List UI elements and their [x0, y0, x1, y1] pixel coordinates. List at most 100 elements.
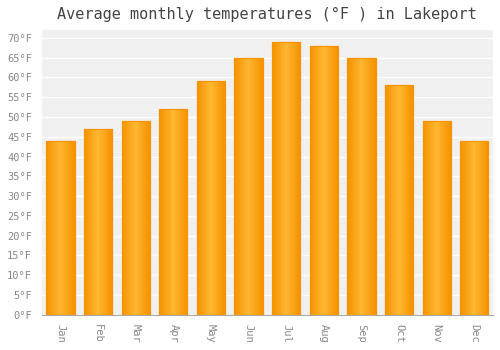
Bar — [88, 129, 90, 315]
Bar — [52, 141, 53, 315]
Bar — [330, 46, 332, 315]
Bar — [180, 109, 181, 315]
Bar — [358, 58, 360, 315]
Bar — [445, 121, 446, 315]
Bar — [220, 82, 222, 315]
Bar — [162, 109, 163, 315]
Bar — [434, 121, 435, 315]
Bar — [134, 121, 135, 315]
Bar — [292, 42, 293, 315]
Bar — [211, 82, 212, 315]
Bar — [170, 109, 172, 315]
Bar — [149, 121, 150, 315]
Bar — [367, 58, 368, 315]
Bar — [214, 82, 216, 315]
Bar — [50, 141, 51, 315]
Bar — [209, 82, 210, 315]
Bar — [165, 109, 166, 315]
Bar — [403, 85, 404, 315]
Bar — [333, 46, 334, 315]
Bar — [236, 58, 238, 315]
Bar — [223, 82, 224, 315]
Bar — [316, 46, 317, 315]
Bar — [130, 121, 131, 315]
Bar — [242, 58, 243, 315]
Bar — [159, 109, 160, 315]
Bar — [234, 58, 236, 315]
Bar — [288, 42, 289, 315]
Bar — [206, 82, 207, 315]
Bar — [411, 85, 412, 315]
Bar — [321, 46, 322, 315]
Bar — [182, 109, 184, 315]
Bar — [90, 129, 92, 315]
Bar — [246, 58, 248, 315]
Bar — [200, 82, 202, 315]
Bar — [99, 129, 100, 315]
Bar — [245, 58, 246, 315]
Bar — [430, 121, 431, 315]
Bar — [184, 109, 186, 315]
Bar — [67, 141, 68, 315]
Bar — [122, 121, 150, 315]
Bar — [293, 42, 294, 315]
Bar — [255, 58, 256, 315]
Bar — [484, 141, 486, 315]
Bar — [238, 58, 239, 315]
Bar — [394, 85, 396, 315]
Bar — [177, 109, 178, 315]
Bar — [431, 121, 432, 315]
Bar — [461, 141, 462, 315]
Bar — [486, 141, 488, 315]
Bar — [207, 82, 208, 315]
Bar — [371, 58, 372, 315]
Bar — [92, 129, 94, 315]
Bar — [466, 141, 468, 315]
Bar — [87, 129, 88, 315]
Bar — [60, 141, 62, 315]
Bar — [126, 121, 127, 315]
Bar — [350, 58, 351, 315]
Bar — [145, 121, 146, 315]
Bar — [234, 58, 262, 315]
Bar — [310, 46, 312, 315]
Bar — [56, 141, 58, 315]
Bar — [422, 121, 424, 315]
Bar — [274, 42, 275, 315]
Bar — [257, 58, 258, 315]
Bar — [401, 85, 402, 315]
Bar — [385, 85, 386, 315]
Bar — [314, 46, 316, 315]
Bar — [129, 121, 130, 315]
Bar — [55, 141, 56, 315]
Bar — [478, 141, 479, 315]
Bar — [160, 109, 161, 315]
Bar — [460, 141, 461, 315]
Bar — [54, 141, 55, 315]
Bar — [429, 121, 430, 315]
Bar — [324, 46, 326, 315]
Bar — [404, 85, 406, 315]
Bar — [348, 58, 376, 315]
Bar — [400, 85, 401, 315]
Bar — [124, 121, 126, 315]
Bar — [144, 121, 145, 315]
Bar — [48, 141, 49, 315]
Bar — [131, 121, 132, 315]
Bar — [284, 42, 285, 315]
Bar — [432, 121, 433, 315]
Bar — [443, 121, 444, 315]
Title: Average monthly temperatures (°F ) in Lakeport: Average monthly temperatures (°F ) in La… — [58, 7, 477, 22]
Bar — [360, 58, 362, 315]
Bar — [364, 58, 365, 315]
Bar — [317, 46, 318, 315]
Bar — [172, 109, 174, 315]
Bar — [273, 42, 274, 315]
Bar — [332, 46, 333, 315]
Bar — [84, 129, 112, 315]
Bar — [122, 121, 150, 315]
Bar — [98, 129, 99, 315]
Bar — [65, 141, 66, 315]
Bar — [103, 129, 104, 315]
Bar — [86, 129, 87, 315]
